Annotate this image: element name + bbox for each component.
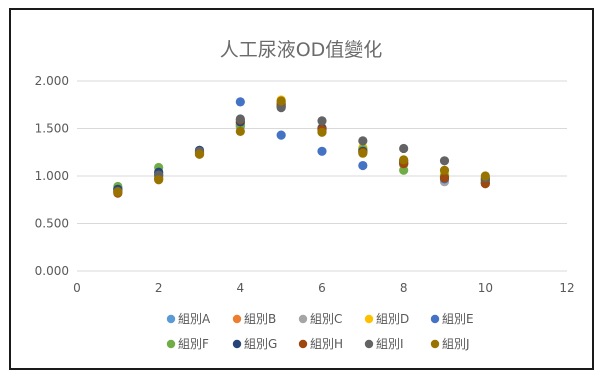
legend-label: 組別A <box>178 312 211 326</box>
legend-marker <box>364 339 374 349</box>
y-tick-label: 1.000 <box>35 169 69 183</box>
gridlines <box>77 80 567 272</box>
data-point <box>480 171 490 181</box>
legend-label: 組別G <box>244 337 277 351</box>
chart-frame: 人工尿液OD值變化 0.000 0.500 1.000 1.500 2.000 0 2 4 6… <box>9 8 594 370</box>
legend-marker <box>232 339 242 349</box>
y-tick-label: 1.500 <box>35 122 69 136</box>
legend-label: 組別J <box>442 337 470 351</box>
legend-label: 組別D <box>376 312 409 326</box>
data-point <box>194 149 205 159</box>
data-point <box>439 165 450 175</box>
x-tick-label: 2 <box>155 281 163 295</box>
x-tick-labels: 0 2 4 6 8 10 12 <box>73 281 574 295</box>
legend-marker <box>430 339 440 349</box>
legend-marker <box>298 339 308 349</box>
data-point <box>399 143 409 154</box>
y-tick-labels: 0.000 0.500 1.000 1.500 2.000 <box>35 74 69 278</box>
data-point <box>439 173 450 183</box>
legend-label: 組別I <box>376 337 404 351</box>
data-point <box>439 156 450 166</box>
legend-label: 組別C <box>310 312 342 326</box>
scatter-chart: 人工尿液OD值變化 0.000 0.500 1.000 1.500 2.000 0 2 4 6… <box>35 39 575 351</box>
data-point <box>317 146 327 156</box>
legend-marker <box>166 314 176 324</box>
data-point <box>317 127 327 137</box>
data-point <box>113 187 123 197</box>
legend-marker <box>430 314 440 324</box>
x-tick-label: 10 <box>478 281 493 295</box>
legend-marker <box>364 314 374 324</box>
chart-title: 人工尿液OD值變化 <box>220 39 383 61</box>
x-tick-label: 12 <box>559 281 574 295</box>
x-tick-label: 4 <box>237 281 245 295</box>
data-point <box>399 155 409 165</box>
legend: 組別A 組別B 組別C 組別D 組別E 組別F 組別G 組別H 組別I 組別J <box>166 312 474 351</box>
legend-label: 組別F <box>178 337 209 351</box>
x-tick-label: 6 <box>318 281 326 295</box>
legend-marker <box>298 314 308 324</box>
y-tick-label: 0.500 <box>35 217 69 231</box>
data-point <box>235 126 245 136</box>
y-tick-label: 0.000 <box>35 264 69 278</box>
data-point <box>358 136 368 146</box>
legend-marker <box>232 314 242 324</box>
data-point <box>399 165 409 175</box>
data-point <box>276 103 286 113</box>
legend-label: 組別E <box>442 312 474 326</box>
data-point <box>358 160 368 171</box>
data-point <box>276 130 286 140</box>
data-point <box>276 96 286 106</box>
data-point <box>235 97 245 107</box>
x-tick-label: 0 <box>73 281 81 295</box>
data-points <box>113 95 490 198</box>
legend-label: 組別B <box>244 312 276 326</box>
data-point <box>235 114 245 124</box>
y-tick-label: 2.000 <box>35 74 69 88</box>
legend-marker <box>166 339 176 349</box>
legend-label: 組別H <box>310 337 343 351</box>
data-point <box>317 116 327 126</box>
data-point <box>358 148 368 158</box>
x-tick-label: 8 <box>400 281 408 295</box>
data-point <box>154 175 164 185</box>
